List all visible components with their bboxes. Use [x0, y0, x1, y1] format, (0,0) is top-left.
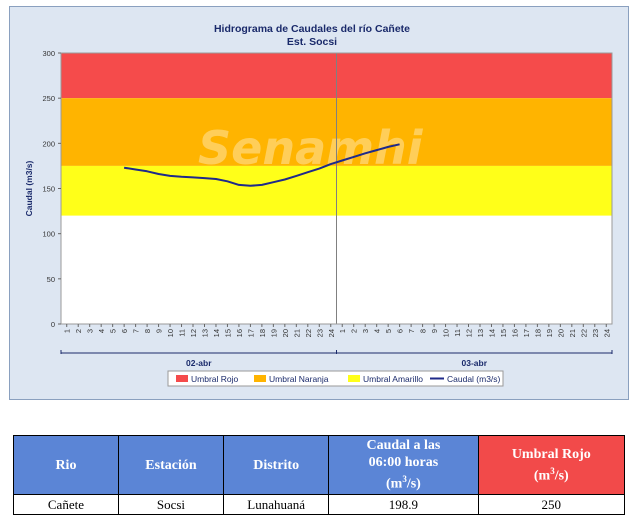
cell-caudal: 198.9	[328, 494, 479, 515]
legend-label: Umbral Rojo	[191, 374, 239, 384]
cell-estacion: Socsi	[117, 494, 225, 515]
x-tick-label: 15	[223, 329, 232, 337]
y-tick-label: 250	[42, 94, 55, 103]
header-umbral-line1: Umbral Rojo	[511, 446, 591, 462]
x-tick-label: 24	[602, 329, 611, 337]
x-tick-label: 5	[109, 329, 118, 333]
x-tick-label: 7	[407, 329, 416, 333]
cell-distrito: Lunahuaná	[223, 494, 330, 515]
x-tick-label: 19	[269, 329, 278, 337]
x-tick-label: 4	[97, 329, 106, 333]
legend-label: Umbral Amarillo	[363, 374, 423, 384]
x-tick-label: 6	[120, 329, 129, 333]
header-caudal-unit-open: (m	[386, 476, 403, 492]
day-label: 02-abr	[186, 358, 212, 368]
series-line-caudal	[123, 143, 400, 187]
chart-legend: Umbral Rojo Umbral Naranja Umbral Amarillo…	[167, 370, 504, 387]
watermark-logo: Senamhi	[198, 121, 424, 175]
day-label: 03-abr	[461, 358, 487, 368]
chart-title: Hidrograma de Caudales del río Cañete	[214, 23, 410, 35]
x-tick-label: 19	[545, 329, 554, 337]
station-info-table: Rio Estación Distrito Caudal a las 06:00…	[13, 435, 626, 515]
chart-frame: Hidrograma de Caudales del río Cañete Es…	[9, 6, 629, 400]
table-header-row: Rio Estación Distrito Caudal a las 06:00…	[13, 435, 626, 495]
legend-swatch	[254, 375, 266, 382]
y-tick-label: 0	[51, 320, 55, 329]
header-estacion: Estación	[117, 435, 225, 495]
x-tick-label: 18	[533, 329, 542, 337]
y-tick-label: 100	[42, 230, 55, 239]
x-tick-label: 10	[442, 329, 451, 337]
x-tick-label: 12	[189, 329, 198, 337]
x-tick-label: 14	[487, 329, 496, 337]
header-caudal-unit-close: /s)	[406, 476, 421, 492]
x-tick-label: 21	[292, 329, 301, 337]
x-tick-label: 21	[568, 329, 577, 337]
y-tick-label: 150	[42, 185, 55, 194]
header-caudal-line2: 06:00 horas	[368, 455, 439, 471]
header-umbral-unit-open: (m	[533, 468, 551, 484]
header-umbral-unit-close: /s)	[554, 468, 569, 484]
header-distrito: Distrito	[223, 435, 330, 495]
legend-swatch	[348, 375, 360, 382]
header-rio: Rio	[13, 435, 119, 495]
header-caudal-line1: Caudal a las	[366, 438, 441, 454]
x-tick-label: 1	[338, 329, 347, 333]
x-tick-label: 4	[373, 329, 382, 333]
x-tick-label: 12	[465, 329, 474, 337]
x-tick-label: 2	[350, 329, 359, 333]
y-tick-label: 200	[42, 139, 55, 148]
x-tick-label: 3	[86, 329, 95, 333]
x-tick-label: 2	[74, 329, 83, 333]
x-tick-label: 8	[419, 329, 428, 333]
cell-rio: Cañete	[13, 494, 119, 515]
table-row: Cañete Socsi Lunahuaná 198.9 250	[13, 494, 626, 515]
legend-box	[167, 370, 504, 387]
x-tick-label: 13	[476, 329, 485, 337]
hydrograph-chart: Hidrograma de Caudales del río Cañete Es…	[24, 23, 613, 387]
x-tick-label: 10	[166, 329, 175, 337]
x-tick-label: 8	[143, 329, 152, 333]
x-tick-label: 17	[246, 329, 255, 337]
x-tick-label: 11	[453, 329, 462, 337]
header-caudal: Caudal a las 06:00 horas (m3/s)	[328, 435, 479, 495]
x-tick-label: 20	[556, 329, 565, 337]
y-tick-label: 300	[42, 49, 55, 58]
header-umbral-unit-sup: 3	[550, 465, 555, 476]
x-tick-label: 9	[430, 329, 439, 333]
x-tick-label: 11	[178, 329, 187, 337]
y-axis-label: Caudal (m3/s)	[24, 160, 34, 216]
x-tick-label: 14	[212, 329, 221, 337]
legend-label: Caudal (m3/s)	[447, 374, 501, 384]
x-tick-label: 16	[510, 329, 519, 337]
x-tick-label: 7	[132, 329, 141, 333]
x-tick-label: 17	[522, 329, 531, 337]
x-tick-label: 3	[361, 329, 370, 333]
cell-umbral: 250	[477, 494, 626, 515]
x-tick-label: 18	[258, 329, 267, 337]
x-tick-label: 1	[63, 329, 72, 333]
x-tick-label: 9	[155, 329, 164, 333]
x-tick-label: 5	[384, 329, 393, 333]
header-umbral-rojo: Umbral Rojo (m3/s)	[477, 435, 626, 495]
x-tick-label: 22	[304, 329, 313, 337]
x-tick-label: 22	[579, 329, 588, 337]
chart-subtitle: Est. Socsi	[287, 36, 337, 48]
legend-swatch	[176, 375, 188, 382]
legend-label: Umbral Naranja	[269, 374, 329, 384]
x-tick-label: 6	[396, 329, 405, 333]
y-tick-label: 50	[47, 275, 55, 284]
x-tick-label: 24	[327, 329, 336, 337]
x-tick-label: 23	[591, 329, 600, 337]
x-tick-label: 23	[315, 329, 324, 337]
x-tick-label: 15	[499, 329, 508, 337]
x-tick-label: 13	[200, 329, 209, 337]
x-tick-label: 16	[235, 329, 244, 337]
header-caudal-unit-sup: 3	[402, 474, 407, 485]
x-tick-label: 20	[281, 329, 290, 337]
